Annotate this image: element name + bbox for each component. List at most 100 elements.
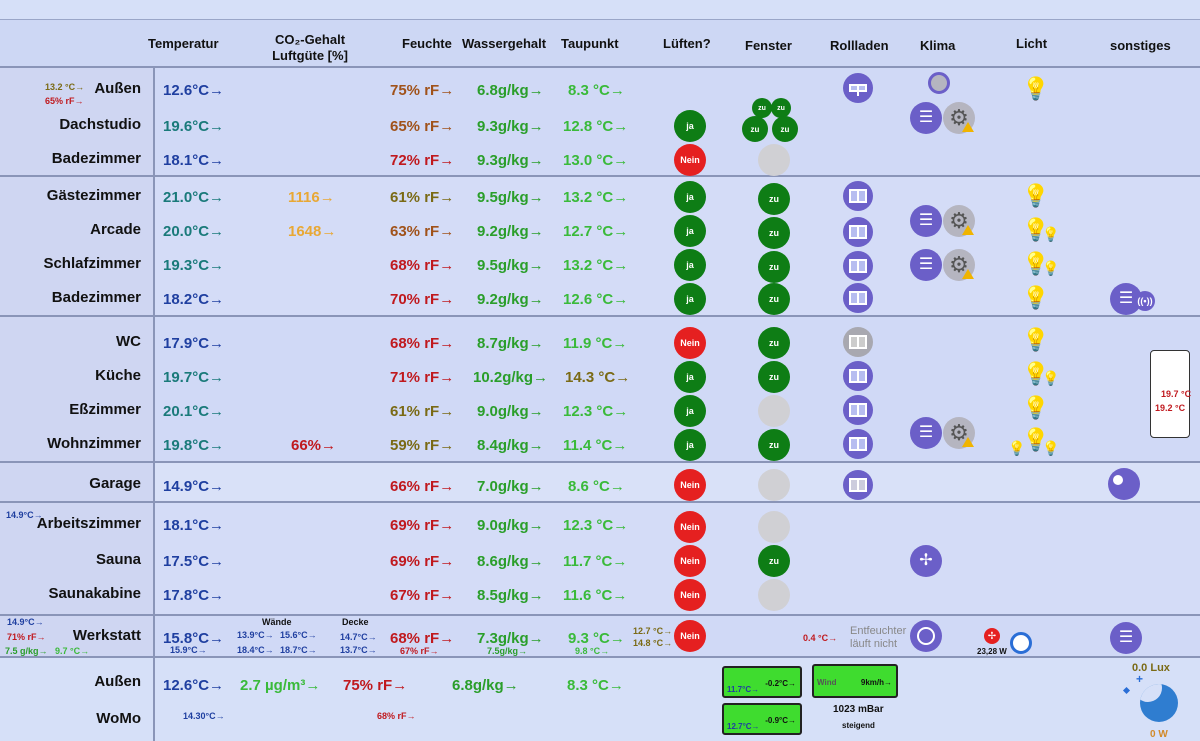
fan-alert-icon[interactable]: ✢: [984, 628, 1000, 644]
lightbulb-on-icon[interactable]: 💡: [1042, 260, 1060, 276]
row-arbeitszimmer[interactable]: Arbeitszimmer 18.1°C→ 69% rF→ 9.0g/kg→ 1…: [0, 507, 1200, 543]
lueften-nein-button[interactable]: Nein: [674, 469, 706, 501]
warning-icon: [962, 437, 974, 447]
window-zu[interactable]: zu: [758, 327, 790, 359]
window-status-unknown[interactable]: [758, 144, 790, 176]
lightbulb-small-icon[interactable]: 💡: [1008, 440, 1026, 456]
row-gaestezimmer[interactable]: Gästezimmer 21.0°C→ 1116→ 61% rF→ 9.5g/k…: [0, 179, 1200, 215]
garage-toggle[interactable]: [1108, 468, 1140, 500]
rollladen-button-disabled[interactable]: [843, 327, 873, 357]
klima-power-icon[interactable]: [928, 72, 950, 94]
window-zu[interactable]: zu: [758, 429, 790, 461]
lightbulb-icon[interactable]: 💡: [1022, 183, 1050, 208]
window-zu[interactable]: zu: [758, 251, 790, 283]
hum-value: 63% rF→: [390, 223, 455, 240]
lueften-ja-button[interactable]: ja: [674, 429, 706, 461]
radiator-icon[interactable]: ☰: [910, 205, 942, 237]
row-schlafzimmer[interactable]: Schlafzimmer 19.3°C→ 68% rF→ 9.5g/kg→ 13…: [0, 247, 1200, 283]
lightbulb-small-icon[interactable]: 💡: [1042, 440, 1060, 456]
wifi-icon[interactable]: ((•)): [1135, 291, 1155, 311]
room-name: WC: [116, 333, 141, 350]
window-zu[interactable]: zu: [758, 545, 790, 577]
rollladen-button[interactable]: [843, 361, 873, 391]
lueften-ja-button[interactable]: ja: [674, 215, 706, 247]
radiator-sonstiges-icon[interactable]: ☰: [1110, 622, 1142, 654]
rollladen-button[interactable]: [843, 251, 873, 281]
row-wohnzimmer[interactable]: Wohnzimmer 19.8°C→ 66%→ 59% rF→ 8.4g/kg→…: [0, 417, 1200, 461]
lightbulb-icon[interactable]: 💡: [1022, 361, 1050, 386]
sensor-box-1[interactable]: -0.2°C→ 11.7°C→: [722, 666, 802, 698]
lightbulb-icon[interactable]: 💡: [1022, 76, 1050, 101]
lightbulb-icon[interactable]: 💡: [1022, 427, 1050, 452]
row-sauna[interactable]: Sauna 17.5°C→ 69% rF→ 8.6g/kg→ 11.7 °C→ …: [0, 543, 1200, 577]
window-status-unknown[interactable]: [758, 511, 790, 543]
row-aussen[interactable]: Außen 12.6°C→ 75% rF→ 6.8g/kg→ 8.3 °C→: [0, 72, 1200, 106]
rollladen-button[interactable]: [843, 73, 873, 103]
window-zu-2[interactable]: zu: [771, 98, 791, 118]
rollladen-button[interactable]: [843, 395, 873, 425]
row-kueche[interactable]: Küche 19.7°C→ 71% rF→ 10.2g/kg→ 14.3 °C→…: [0, 359, 1200, 393]
dew-value: 8.6 °C→: [568, 478, 625, 495]
window-zu-4[interactable]: zu: [772, 116, 798, 142]
radiator-icon[interactable]: ☰: [910, 249, 942, 281]
lightbulb-icon[interactable]: 💡: [1022, 327, 1050, 352]
lightbulb-small-icon[interactable]: 💡: [1042, 370, 1060, 386]
lueften-ja-button[interactable]: ja: [674, 361, 706, 393]
wind-box[interactable]: Wind 9km/h→: [812, 664, 898, 698]
row-saunakabine[interactable]: Saunakabine 17.8°C→ 67% rF→ 8.5g/kg→ 11.…: [0, 577, 1200, 611]
window-zu-3[interactable]: zu: [742, 116, 768, 142]
lightbulb-icon[interactable]: 💡: [1022, 251, 1050, 276]
lueften-ja-button[interactable]: ja: [674, 283, 706, 315]
lueften-nein-button[interactable]: Nein: [674, 327, 706, 359]
window-zu[interactable]: zu: [758, 183, 790, 215]
lueften-nein-button[interactable]: Nein: [674, 144, 706, 176]
lueften-ja-button[interactable]: ja: [674, 395, 706, 427]
pressure-value: 1023 mBar: [833, 704, 884, 715]
temp-value: 21.0°C→: [163, 189, 225, 206]
window-status-unknown[interactable]: [758, 579, 790, 611]
lueften-nein-button[interactable]: Nein: [674, 511, 706, 543]
window-status-unknown[interactable]: [758, 469, 790, 501]
hum-value: 68% rF→: [390, 257, 455, 274]
window-zu[interactable]: zu: [758, 361, 790, 393]
lueften-ja-button[interactable]: ja: [674, 181, 706, 213]
wand-2: 15.6°C→: [280, 630, 317, 640]
window-zu-1[interactable]: zu: [752, 98, 772, 118]
lightbulb-icon[interactable]: 💡: [1022, 395, 1050, 420]
lueften-ja-button[interactable]: ja: [674, 249, 706, 281]
radiator-icon[interactable]: ☰: [910, 417, 942, 449]
thermostat-widget[interactable]: 19.7 °C 19.2 °C: [1150, 350, 1191, 438]
dehumidifier-gauge-icon[interactable]: [910, 620, 942, 652]
row-badezimmer-1[interactable]: Badezimmer 18.1°C→ 72% rF→ 9.3g/kg→ 13.0…: [0, 142, 1200, 176]
window-status-unknown[interactable]: [758, 395, 790, 427]
temp-value: 18.2°C→: [163, 291, 225, 308]
sensor-box-2[interactable]: -0.9°C→ 12.7°C→: [722, 703, 802, 735]
window-zu[interactable]: zu: [758, 283, 790, 315]
row-esszimmer[interactable]: Eßzimmer 20.1°C→ 61% rF→ 9.0g/kg→ 12.3 °…: [0, 393, 1200, 427]
radiator-icon[interactable]: ☰: [910, 102, 942, 134]
window-zu[interactable]: zu: [758, 217, 790, 249]
rollladen-button[interactable]: [843, 217, 873, 247]
row-badezimmer-2[interactable]: Badezimmer 18.2°C→ 70% rF→ 9.2g/kg→ 12.6…: [0, 281, 1200, 315]
lueften-nein-button[interactable]: Nein: [674, 545, 706, 577]
warning-icon: [962, 269, 974, 279]
lightbulb-small-icon[interactable]: 💡: [1042, 226, 1060, 242]
lueften-nein-button[interactable]: Nein: [674, 579, 706, 611]
lightbulb-icon[interactable]: 💡: [1022, 285, 1050, 310]
wand-4: 18.7°C→: [280, 645, 317, 655]
rollladen-button[interactable]: [843, 429, 873, 459]
row-arcade[interactable]: Arcade 20.0°C→ 1648→ 63% rF→ 9.2g/kg→ 12…: [0, 205, 1200, 249]
header-wassergehalt: Wassergehalt: [462, 36, 547, 51]
row-wc[interactable]: WC 17.9°C→ 68% rF→ 8.7g/kg→ 11.9 °C→ Nei…: [0, 325, 1200, 359]
lueften-nein-button[interactable]: Nein: [674, 620, 706, 652]
lightbulb-icon[interactable]: 💡: [1022, 217, 1050, 242]
dew2-a: 12.7 °C→: [633, 626, 673, 636]
lueften-ja-button[interactable]: ja: [674, 110, 706, 142]
plus-icon[interactable]: +: [1136, 672, 1144, 686]
row-dachstudio[interactable]: Dachstudio 19.6°C→ 65% rF→ 9.3g/kg→ 12.8…: [0, 108, 1200, 142]
garage-door-button[interactable]: [843, 470, 873, 500]
rollladen-button[interactable]: [843, 283, 873, 313]
row-garage[interactable]: Garage 14.9°C→ 66% rF→ 7.0g/kg→ 8.6 °C→ …: [0, 465, 1200, 501]
rollladen-button[interactable]: [843, 181, 873, 211]
fan-icon[interactable]: ✢: [910, 545, 942, 577]
